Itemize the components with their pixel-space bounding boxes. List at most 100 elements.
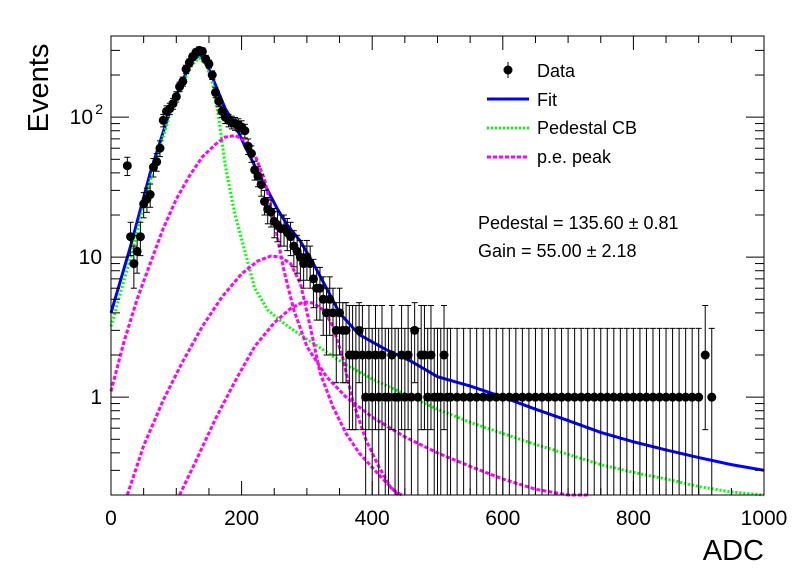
data-marker (145, 190, 155, 200)
data-marker (384, 392, 394, 402)
data-marker (419, 350, 429, 360)
data-point (694, 327, 704, 495)
data-point (707, 327, 717, 495)
gain-annotation: Gain = 55.00 ± 2.18 (478, 241, 637, 261)
data-marker (459, 392, 469, 402)
data-point (681, 327, 691, 495)
data-marker (423, 392, 433, 402)
data-point (171, 91, 181, 103)
data-marker (256, 180, 266, 190)
data-marker (308, 274, 318, 284)
data-marker (152, 157, 162, 167)
data-marker (700, 350, 710, 360)
data-point (210, 87, 220, 99)
data-marker (158, 115, 168, 125)
x-axis-title: ADC (703, 535, 764, 567)
data-point (622, 327, 632, 495)
data-marker (364, 350, 374, 360)
data-marker (681, 392, 691, 402)
data-marker (517, 392, 527, 402)
data-marker (596, 392, 606, 402)
data-marker (367, 392, 377, 402)
data-marker (321, 308, 331, 318)
data-point (341, 302, 351, 384)
data-point (354, 302, 364, 384)
y-axis-title: Events (23, 44, 55, 133)
data-marker (694, 392, 704, 402)
data-point (602, 327, 612, 495)
data-marker (426, 350, 436, 360)
data-marker (286, 232, 296, 242)
data-point (419, 305, 429, 431)
data-marker (266, 207, 276, 217)
legend-label-pedestal: Pedestal CB (537, 118, 637, 138)
data-marker (524, 392, 534, 402)
data-marker (406, 392, 416, 402)
data-marker (318, 294, 328, 304)
data-marker (197, 46, 207, 56)
data-point (240, 123, 250, 139)
data-marker (661, 392, 671, 402)
data-marker (635, 392, 645, 402)
data-marker (207, 70, 217, 80)
data-marker (707, 392, 717, 402)
data-point (504, 327, 514, 495)
data-marker (504, 392, 514, 402)
data-point (596, 327, 606, 495)
data-marker (393, 392, 403, 402)
data-marker (465, 392, 475, 402)
data-point (668, 327, 678, 495)
data-marker (126, 232, 136, 242)
data-marker (668, 392, 678, 402)
data-marker (325, 294, 335, 304)
data-point (335, 287, 345, 356)
data-marker (436, 392, 446, 402)
data-point (135, 221, 145, 257)
data-point (439, 305, 449, 431)
data-point (498, 327, 508, 495)
data-point (524, 327, 534, 495)
data-point (351, 305, 361, 431)
data-marker (439, 350, 449, 360)
data-point (674, 327, 684, 495)
legend-data-marker (503, 65, 513, 75)
data-marker (400, 392, 410, 402)
legend-label-fit: Fit (537, 90, 557, 110)
x-tick-label: 400 (355, 507, 390, 530)
x-tick-label: 1000 (741, 507, 788, 530)
data-point (370, 305, 380, 431)
data-marker (576, 392, 586, 402)
data-point (563, 327, 573, 495)
data-point (491, 327, 501, 495)
data-point (648, 327, 658, 495)
data-point (635, 327, 645, 495)
data-marker (602, 392, 612, 402)
data-point (517, 327, 527, 495)
data-marker (674, 392, 684, 402)
data-marker (563, 392, 573, 402)
data-point (328, 287, 338, 356)
data-marker (243, 141, 253, 151)
data-marker (583, 392, 593, 402)
data-marker (214, 96, 224, 106)
data-marker (570, 392, 580, 402)
data-marker (655, 392, 665, 402)
data-point (259, 189, 269, 216)
data-point (655, 327, 665, 495)
data-point (315, 266, 325, 321)
data-marker (511, 392, 521, 402)
data-point (387, 305, 397, 431)
data-point (576, 327, 586, 495)
data-point (207, 70, 217, 80)
data-marker (259, 196, 269, 206)
data-marker (171, 92, 181, 102)
data-point (318, 276, 328, 336)
data-point (570, 327, 580, 495)
data-points-layer (122, 45, 717, 495)
data-marker (544, 392, 554, 402)
legend-label-data: Data (537, 61, 576, 81)
x-tick-label: 200 (224, 507, 259, 530)
data-point (204, 59, 214, 69)
data-marker (550, 392, 560, 402)
